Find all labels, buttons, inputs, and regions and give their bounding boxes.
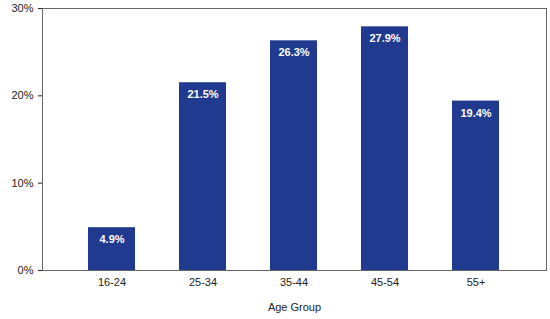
svg-text:0%: 0% [18,264,34,276]
svg-text:30%: 30% [11,2,33,14]
svg-text:26.3%: 26.3% [278,46,309,58]
svg-text:45-54: 45-54 [371,276,399,288]
svg-text:4.9%: 4.9% [99,233,124,245]
svg-text:25-34: 25-34 [189,276,217,288]
svg-text:16-24: 16-24 [98,276,126,288]
svg-text:20%: 20% [11,89,33,101]
svg-text:21.5%: 21.5% [187,88,218,100]
svg-text:27.9%: 27.9% [369,32,400,44]
svg-text:19.4%: 19.4% [460,107,491,119]
svg-text:35-44: 35-44 [280,276,308,288]
svg-text:Age Group: Age Group [268,301,321,313]
svg-text:55+: 55+ [467,276,486,288]
svg-text:10%: 10% [11,177,33,189]
